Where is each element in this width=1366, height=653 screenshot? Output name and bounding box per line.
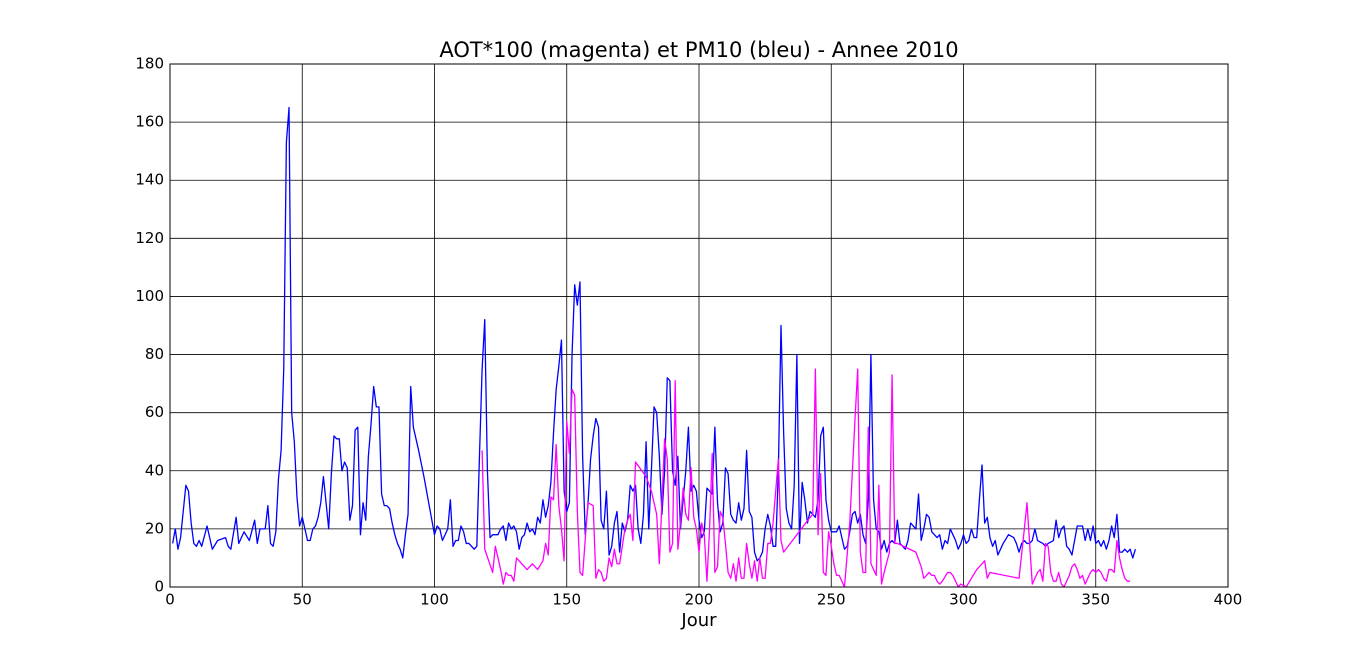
y-tick-label: 60 [145,403,164,421]
x-tick-label: 0 [165,591,175,609]
x-tick-label: 350 [1081,591,1110,609]
y-tick-label: 0 [154,578,164,596]
x-tick-label: 150 [552,591,581,609]
plot-frame [169,63,1229,588]
y-tick-label: 20 [145,519,164,537]
y-tick-label: 100 [135,287,164,305]
chart-title: AOT*100 (magenta) et PM10 (bleu) - Annee… [439,38,958,62]
y-tick-label: 160 [135,113,164,131]
x-tick-label: 250 [817,591,846,609]
x-tick-label: 100 [420,591,449,609]
x-axis-label: Jour [680,610,717,631]
x-tick-label: 400 [1214,591,1243,609]
x-tick-label: 50 [293,591,312,609]
y-tick-label: 180 [135,55,164,73]
series-line [172,106,1137,562]
y-tick-label: 120 [135,229,164,247]
series-line [481,368,1131,588]
y-tick-label: 140 [135,171,164,189]
x-tick-label: 300 [949,591,978,609]
y-tick-label: 80 [145,345,164,363]
x-tick-label: 200 [685,591,714,609]
y-tick-label: 40 [145,461,164,479]
